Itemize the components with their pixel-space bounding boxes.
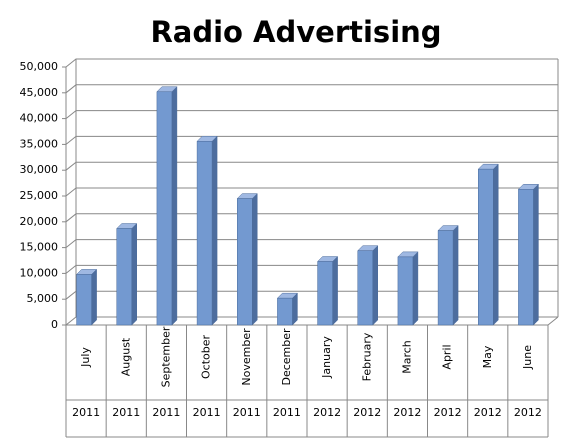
x-group-label: 2012 bbox=[393, 406, 421, 419]
grid-line bbox=[65, 316, 558, 326]
bar-side bbox=[171, 86, 178, 326]
x-tick-label: May bbox=[481, 345, 494, 368]
bar-side bbox=[493, 163, 499, 326]
x-group-label: 2011 bbox=[72, 406, 100, 419]
bar-front bbox=[277, 297, 293, 326]
x-tick-label: July bbox=[79, 347, 92, 368]
y-tick-label: 15,000 bbox=[20, 241, 59, 254]
grid-line bbox=[65, 58, 558, 68]
y-tick-label: 40,000 bbox=[20, 112, 59, 125]
bar-front bbox=[518, 189, 534, 326]
bar-front bbox=[437, 230, 454, 326]
chart-title: Radio Advertising bbox=[150, 15, 441, 49]
bar bbox=[397, 251, 419, 326]
bar-side bbox=[372, 245, 378, 326]
y-tick-label: 5,000 bbox=[27, 292, 59, 305]
x-group-label: 2011 bbox=[233, 406, 261, 419]
bar bbox=[236, 192, 258, 326]
bar-front bbox=[317, 261, 333, 326]
y-tick-label: 35,000 bbox=[20, 137, 59, 150]
bar bbox=[196, 135, 218, 326]
bar-front bbox=[156, 91, 173, 326]
bar-side bbox=[252, 192, 258, 326]
bar-front bbox=[397, 256, 414, 326]
bar bbox=[517, 183, 540, 326]
x-group-label: 2012 bbox=[313, 406, 341, 419]
bar bbox=[276, 292, 299, 326]
bar bbox=[357, 245, 379, 326]
y-tick-label: 25,000 bbox=[20, 189, 59, 202]
bar-front bbox=[76, 274, 92, 326]
grid-line bbox=[65, 187, 558, 197]
bar-side bbox=[131, 222, 137, 326]
x-tick-label: June bbox=[521, 345, 534, 370]
grid-line bbox=[65, 161, 558, 171]
x-tick-label: March bbox=[400, 340, 413, 374]
bar-front bbox=[357, 250, 373, 326]
x-tick-label: November bbox=[240, 328, 253, 386]
x-group-label: 2011 bbox=[152, 406, 180, 419]
y-tick-label: 10,000 bbox=[20, 266, 59, 279]
x-group-label: 2012 bbox=[474, 406, 502, 419]
grid-line bbox=[65, 110, 558, 119]
bar-side bbox=[533, 183, 539, 326]
y-tick-label: 0 bbox=[51, 318, 58, 331]
bar-side bbox=[211, 135, 218, 326]
x-group-label: 2011 bbox=[273, 406, 301, 419]
bar bbox=[437, 224, 459, 326]
bar-side bbox=[412, 251, 419, 326]
x-group-label: 2012 bbox=[353, 406, 381, 419]
y-tick-label: 50,000 bbox=[20, 60, 59, 73]
bar-front bbox=[478, 168, 494, 326]
x-tick-label: February bbox=[360, 332, 373, 381]
grid-line bbox=[65, 84, 558, 94]
grid-line bbox=[65, 290, 558, 300]
x-group-label: 2012 bbox=[434, 406, 462, 419]
bar bbox=[156, 86, 178, 326]
bar bbox=[116, 222, 138, 326]
y-tick-label: 20,000 bbox=[20, 215, 59, 228]
bar-front bbox=[116, 228, 132, 326]
bar bbox=[75, 268, 98, 326]
x-group-label: 2012 bbox=[514, 406, 542, 419]
x-tick-label: September bbox=[159, 326, 172, 387]
x-group-label: 2011 bbox=[112, 406, 140, 419]
x-tick-label: January bbox=[320, 336, 333, 379]
x-tick-label: October bbox=[200, 335, 213, 379]
grid-line bbox=[65, 135, 558, 145]
x-tick-label: April bbox=[441, 344, 454, 369]
bar-side bbox=[332, 255, 338, 326]
bar-side bbox=[91, 268, 97, 326]
bar-side bbox=[452, 224, 459, 326]
grid-line bbox=[65, 239, 558, 248]
bar bbox=[316, 255, 339, 326]
grid-line bbox=[65, 264, 558, 274]
bar-front bbox=[196, 141, 213, 326]
bar bbox=[477, 163, 499, 326]
x-tick-label: December bbox=[280, 328, 293, 386]
y-tick-label: 30,000 bbox=[20, 163, 59, 176]
y-tick-label: 45,000 bbox=[20, 86, 59, 99]
grid-line bbox=[65, 213, 558, 223]
bar-side bbox=[292, 292, 298, 326]
x-tick-label: August bbox=[119, 337, 132, 376]
x-group-label: 2011 bbox=[193, 406, 221, 419]
bar-front bbox=[237, 198, 253, 326]
